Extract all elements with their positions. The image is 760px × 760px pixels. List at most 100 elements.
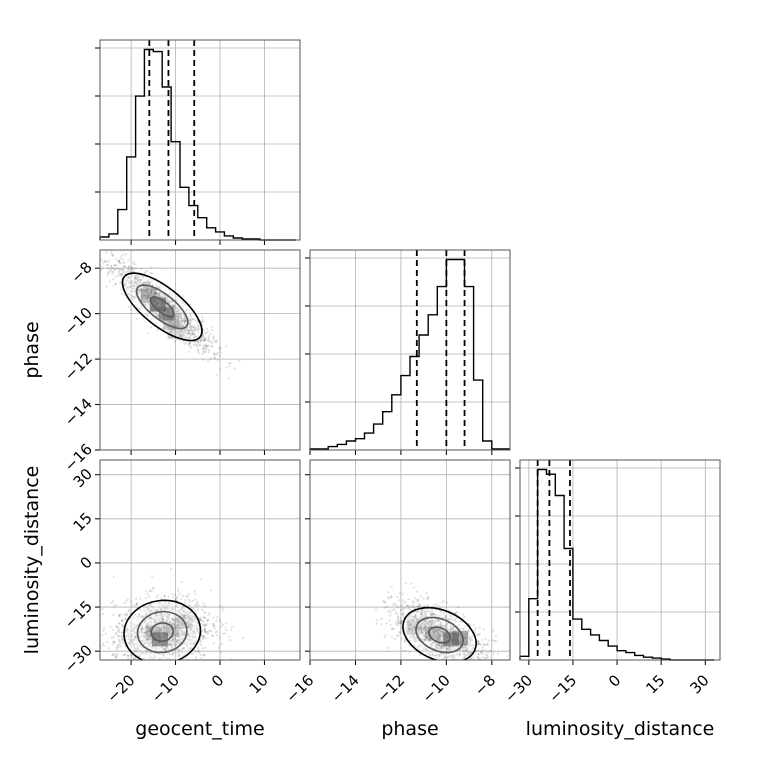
sample-point xyxy=(449,617,452,620)
sample-point xyxy=(221,623,224,626)
sample-point xyxy=(76,227,78,229)
sample-point xyxy=(173,637,176,641)
sample-point xyxy=(200,608,203,612)
sample-point xyxy=(193,635,196,638)
sample-point xyxy=(201,344,204,347)
sample-point xyxy=(134,296,138,299)
sample-point xyxy=(120,268,123,271)
sample-point xyxy=(149,642,152,645)
sample-point xyxy=(401,593,404,596)
sample-point xyxy=(179,323,182,326)
sample-point xyxy=(181,622,184,625)
sample-point xyxy=(484,667,486,669)
sample-point xyxy=(180,299,184,302)
sample-point xyxy=(183,321,186,324)
sample-point xyxy=(473,665,475,667)
sample-point xyxy=(149,605,152,608)
sample-point xyxy=(176,316,179,319)
sample-point xyxy=(100,258,103,261)
sample-point xyxy=(437,631,440,634)
sample-point xyxy=(407,598,410,601)
sample-point xyxy=(121,638,124,641)
sample-point xyxy=(136,648,140,651)
sample-point xyxy=(148,627,151,630)
sample-point xyxy=(181,633,184,636)
sample-point xyxy=(452,654,455,657)
sample-point xyxy=(450,669,452,671)
sample-point xyxy=(137,649,140,652)
sample-point xyxy=(417,618,420,622)
sample-point xyxy=(154,629,157,632)
sample-point xyxy=(144,650,147,653)
sample-point xyxy=(137,643,140,646)
sample-point xyxy=(148,282,151,286)
sample-point xyxy=(224,366,228,369)
sample-point xyxy=(409,622,412,626)
sample-point xyxy=(149,651,153,655)
sample-point xyxy=(387,591,390,594)
sample-point xyxy=(433,630,436,633)
sample-point xyxy=(147,638,150,641)
sample-point xyxy=(180,316,183,320)
sample-point xyxy=(464,649,467,652)
sample-point xyxy=(69,231,71,233)
sample-point xyxy=(160,623,163,627)
sample-point xyxy=(433,647,436,650)
sample-point xyxy=(209,332,212,335)
sample-point xyxy=(152,663,154,665)
sample-point xyxy=(196,331,199,334)
sample-point xyxy=(143,631,146,634)
sample-point xyxy=(203,339,206,342)
sample-point xyxy=(178,316,181,319)
sample-point xyxy=(134,276,137,279)
sample-point xyxy=(175,324,178,327)
sample-point xyxy=(134,277,137,280)
sample-point xyxy=(455,671,457,673)
sample-point xyxy=(175,324,178,327)
sample-point xyxy=(463,655,466,658)
sample-point xyxy=(112,284,115,287)
sample-point xyxy=(149,291,152,294)
sample-point xyxy=(102,642,105,645)
sample-point xyxy=(152,319,155,322)
sample-point xyxy=(176,620,179,624)
sample-point xyxy=(136,663,138,665)
sample-point xyxy=(417,626,420,629)
sample-point xyxy=(179,627,182,630)
sample-point xyxy=(125,288,128,291)
sample-point xyxy=(177,649,180,652)
sample-point xyxy=(135,280,139,283)
sample-point xyxy=(169,640,172,643)
sample-point xyxy=(193,319,196,322)
sample-point xyxy=(121,623,124,627)
sample-point xyxy=(141,627,144,630)
sample-point xyxy=(174,645,177,648)
sample-point xyxy=(164,601,167,604)
sample-point xyxy=(183,614,186,618)
sample-point xyxy=(138,288,141,292)
sample-point xyxy=(178,308,181,311)
sample-point xyxy=(138,280,141,284)
sample-point xyxy=(132,656,135,660)
sample-point xyxy=(219,651,222,655)
sample-point xyxy=(176,338,179,341)
sample-point xyxy=(187,635,190,638)
sample-point xyxy=(134,635,137,639)
sample-point xyxy=(197,328,200,331)
sample-point xyxy=(439,647,442,650)
sample-point xyxy=(188,616,191,619)
sample-point xyxy=(166,647,170,650)
sample-point xyxy=(161,294,164,297)
sample-point xyxy=(158,629,161,632)
sample-point xyxy=(147,617,150,620)
sample-point xyxy=(412,618,415,622)
sample-point xyxy=(171,653,174,656)
sample-point xyxy=(141,276,144,279)
sample-point xyxy=(155,285,158,288)
sample-point xyxy=(183,317,186,320)
sample-point xyxy=(153,615,156,618)
sample-point xyxy=(460,671,462,673)
sample-point xyxy=(183,333,186,336)
sample-point xyxy=(180,633,184,637)
